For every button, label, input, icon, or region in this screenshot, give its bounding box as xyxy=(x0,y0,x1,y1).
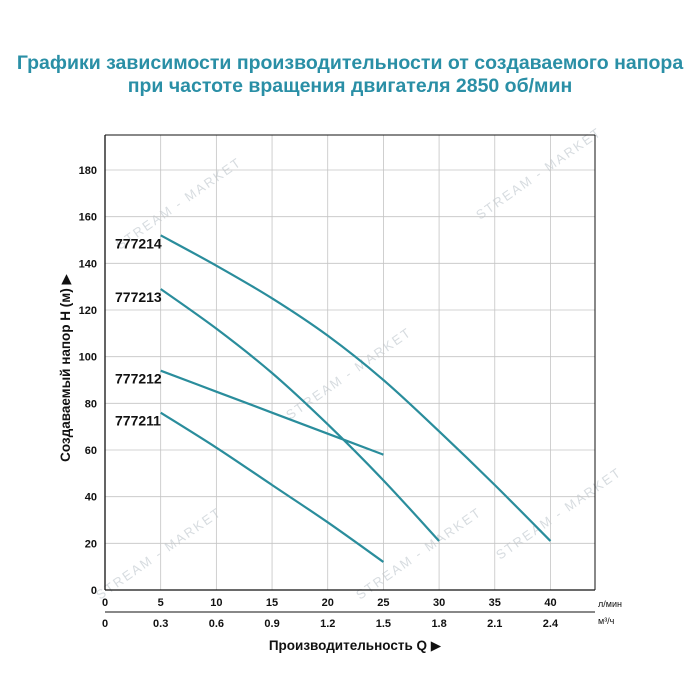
x2-tick-label: 0.9 xyxy=(264,618,279,630)
x2-tick-label: 0.3 xyxy=(153,618,168,630)
x2-tick-label: 1.2 xyxy=(320,618,335,630)
y-tick-label: 0 xyxy=(91,585,97,597)
x-tick-label: 10 xyxy=(210,597,222,609)
chart-title-line-1: Графики зависимости производительности о… xyxy=(16,52,684,74)
x2-tick-label: 2.4 xyxy=(543,618,559,630)
x-axis-title: Производительность Q ▶ xyxy=(269,638,442,653)
tick-labels: 0 20 40 60 80 100 120 140 160 180 0 5 10 15 20 25 30 35 40… xyxy=(79,165,622,630)
y-tick-label: 60 xyxy=(85,445,97,457)
curve-777212 xyxy=(160,369,384,456)
x2-tick-label: 1.5 xyxy=(376,618,391,630)
watermark-text: STREAM - MARKET xyxy=(93,504,224,602)
x2-tick-label: 0 xyxy=(102,618,108,630)
curve-label-777211: 777211 xyxy=(115,413,161,429)
y-tick-label: 120 xyxy=(79,305,97,317)
y-tick-label: 140 xyxy=(79,258,97,270)
chart-title: Графики зависимости производительности о… xyxy=(0,52,700,98)
x-tick-label: 0 xyxy=(102,597,108,609)
y-tick-label: 20 xyxy=(85,538,97,550)
x-tick-label: 25 xyxy=(377,597,389,609)
y-tick-label: 40 xyxy=(85,492,97,504)
x-tick-label: 35 xyxy=(489,597,501,609)
watermark-layer: STREAM - MARKET STREAM - MARKET STREAM - M… xyxy=(93,124,624,602)
y-tick-label: 160 xyxy=(79,212,97,224)
y-axis-title: Создаваемый напор H (м) ▶ xyxy=(58,273,73,461)
x-unit-label: л/мин xyxy=(598,599,622,609)
x-tick-label: 40 xyxy=(544,597,556,609)
curve-777214 xyxy=(160,234,552,542)
watermark-text: STREAM - MARKET xyxy=(473,124,604,222)
y-tick-label: 100 xyxy=(79,352,97,364)
x2-unit-label: м³/ч xyxy=(598,616,615,626)
curve-label-777213: 777213 xyxy=(115,289,162,305)
chart-title-line-2: при частоте вращения двигателя 2850 об/м… xyxy=(127,75,573,97)
x-tick-label: 5 xyxy=(158,597,164,609)
curve-777213 xyxy=(160,288,440,542)
x2-tick-label: 2.1 xyxy=(487,618,502,630)
y-tick-label: 180 xyxy=(79,165,97,177)
data-curves xyxy=(160,234,552,563)
axes xyxy=(104,134,596,613)
x2-tick-label: 0.6 xyxy=(209,618,224,630)
watermark-text: STREAM - MARKET xyxy=(493,464,624,562)
x-tick-label: 15 xyxy=(266,597,278,609)
y-tick-label: 80 xyxy=(85,398,97,410)
x-tick-label: 20 xyxy=(322,597,334,609)
grid-lines xyxy=(105,135,595,590)
curve-777211 xyxy=(160,411,385,563)
watermark-text: STREAM - MARKET xyxy=(283,324,414,422)
x2-tick-label: 1.8 xyxy=(431,618,446,630)
x-tick-label: 30 xyxy=(433,597,445,609)
curve-label-777214: 777214 xyxy=(115,235,162,251)
curve-label-777212: 777212 xyxy=(115,371,162,387)
